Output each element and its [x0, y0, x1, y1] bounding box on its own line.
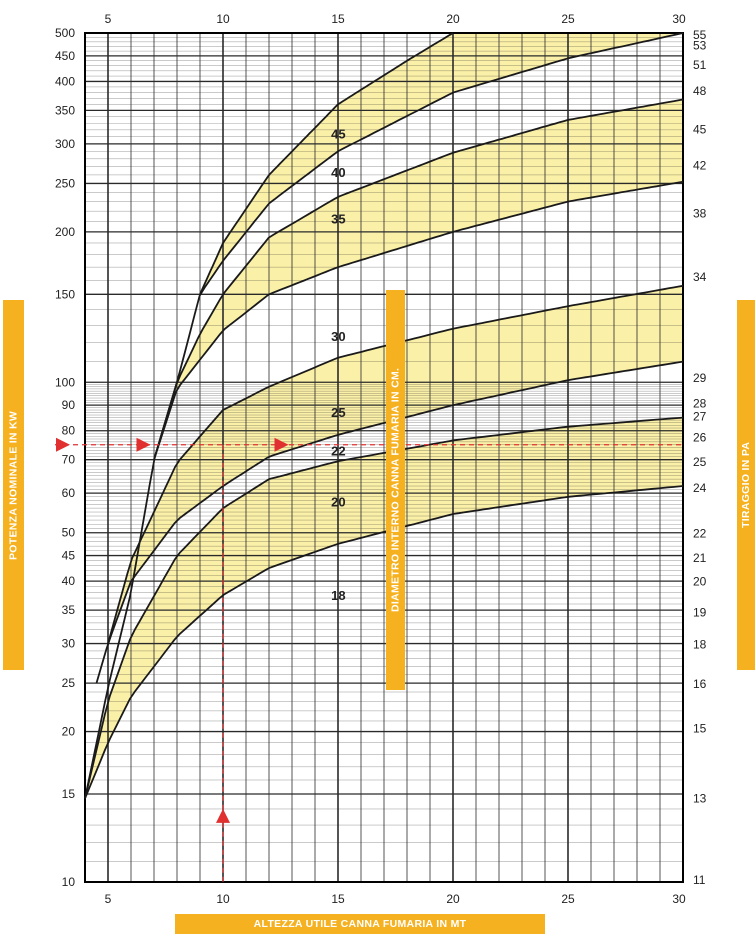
y-tick-left: 350 — [55, 103, 75, 117]
x-tick-bottom: 15 — [331, 892, 345, 906]
y-tick-right: 48 — [693, 84, 707, 98]
x-tick-top: 5 — [105, 12, 112, 26]
y-tick-right: 24 — [693, 481, 707, 495]
x-tick-bottom: 10 — [216, 892, 230, 906]
x-tick-top: 15 — [331, 12, 345, 26]
curve-label-45: 45 — [331, 127, 345, 142]
y-tick-left: 100 — [55, 375, 75, 389]
curve-label-40: 40 — [331, 165, 345, 180]
x-tick-top: 10 — [216, 12, 230, 26]
y-axis-left-label: POTENZA NOMINALE IN KW — [3, 300, 24, 670]
curve-40 — [84, 32, 684, 799]
y-tick-right: 13 — [693, 791, 707, 805]
y-tick-right: 26 — [693, 430, 707, 444]
y-tick-left: 45 — [62, 549, 76, 563]
curve-20 — [84, 416, 684, 799]
y-tick-right: 22 — [693, 527, 707, 541]
x-tick-bottom: 30 — [672, 892, 686, 906]
y-tick-right: 16 — [693, 677, 707, 691]
y-tick-right: 18 — [693, 637, 707, 651]
x-tick-bottom: 5 — [105, 892, 112, 906]
curve-label-22: 22 — [331, 444, 345, 459]
y-tick-right: 28 — [693, 396, 707, 410]
curve-label-18: 18 — [331, 588, 345, 603]
band-22-25 — [108, 285, 683, 644]
y-tick-left: 80 — [62, 424, 76, 438]
y-tick-right: 55 — [693, 28, 707, 42]
y-tick-right: 29 — [693, 371, 707, 385]
example-arrow-marker — [274, 437, 289, 452]
x-tick-top: 25 — [561, 12, 575, 26]
y-tick-right: 20 — [693, 575, 707, 589]
y-tick-left: 300 — [55, 137, 75, 151]
y-tick-left: 500 — [55, 26, 75, 40]
y-tick-right: 25 — [693, 455, 707, 469]
x-tick-bottom: 20 — [446, 892, 460, 906]
y-tick-left: 60 — [62, 486, 76, 500]
curve-30 — [153, 180, 684, 460]
x-tick-top: 30 — [672, 12, 686, 26]
y-tick-left: 40 — [62, 574, 76, 588]
y-axis-right-label: TIRAGGIO IN PA — [737, 300, 755, 670]
y-tick-left: 450 — [55, 49, 75, 63]
y-tick-right: 53 — [693, 39, 707, 53]
y-tick-right: 38 — [693, 207, 707, 221]
grid — [84, 32, 684, 883]
y-tick-right: 11 — [693, 873, 706, 887]
example-arrow-marker — [216, 808, 230, 823]
tick-labels: 5510101515202025253030101520253035404550… — [55, 12, 707, 906]
plot-frame — [84, 32, 684, 883]
example-reading — [55, 437, 683, 882]
band-30-35 — [154, 99, 683, 460]
y-tick-left: 30 — [62, 637, 76, 651]
curve-18 — [84, 485, 684, 799]
y-tick-left: 400 — [55, 74, 75, 88]
y-tick-left: 250 — [55, 176, 75, 190]
y-tick-right: 21 — [693, 551, 707, 565]
example-arrow-marker — [136, 437, 151, 452]
x-tick-top: 20 — [446, 12, 460, 26]
y-tick-left: 70 — [62, 453, 76, 467]
x-tick-bottom: 25 — [561, 892, 575, 906]
y-tick-right: 34 — [693, 270, 707, 284]
y-tick-left: 25 — [62, 676, 76, 690]
curve-label-30: 30 — [331, 329, 345, 344]
band-18-20 — [85, 417, 683, 799]
y-tick-left: 50 — [62, 526, 76, 540]
center-diameter-label: DIAMETRO INTERNO CANNA FUMARIA IN CM. — [386, 290, 405, 690]
example-arrow-marker — [56, 437, 70, 452]
y-tick-right: 45 — [693, 123, 707, 137]
y-tick-left: 150 — [55, 287, 75, 301]
band-40-45-top — [453, 33, 683, 93]
y-tick-right: 42 — [693, 159, 707, 173]
x-axis-label: ALTEZZA UTILE CANNA FUMARIA IN MT — [175, 914, 545, 934]
y-tick-right: 27 — [693, 410, 707, 424]
curve-label-35: 35 — [331, 211, 345, 226]
y-tick-left: 35 — [62, 603, 76, 617]
y-tick-right: 19 — [693, 606, 707, 620]
curve-label-25: 25 — [331, 405, 345, 420]
curve-45 — [199, 32, 454, 295]
curve-labels: 18 20 22 25 30 35 40 45 — [331, 127, 345, 603]
curve-label-20: 20 — [331, 494, 345, 509]
y-tick-left: 20 — [62, 725, 76, 739]
y-tick-left: 90 — [62, 398, 76, 412]
y-tick-left: 200 — [55, 225, 75, 239]
y-tick-right: 15 — [693, 721, 707, 735]
curve-35 — [153, 98, 684, 460]
y-tick-right: 51 — [693, 58, 707, 72]
y-tick-left: 15 — [62, 787, 76, 801]
y-tick-left: 10 — [62, 875, 76, 889]
